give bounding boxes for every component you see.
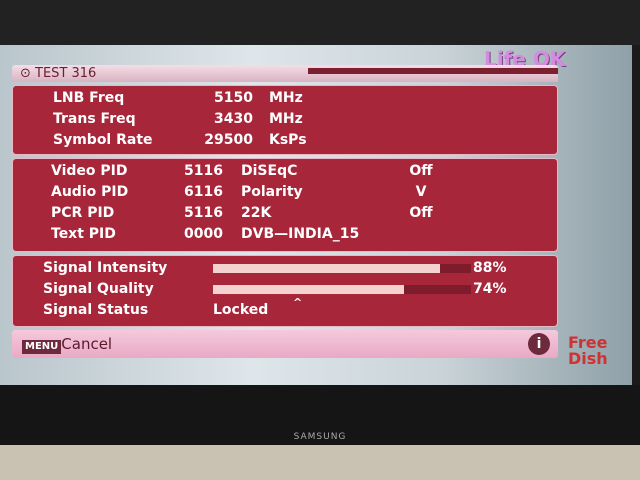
pid-label: Text PID	[51, 226, 116, 242]
footer-bar: MENU Cancel i	[12, 330, 558, 358]
signal-intensity-fill	[213, 264, 441, 273]
tuning-row: Symbol Rate 29500 KsPs	[13, 130, 557, 151]
signal-intensity-value: 88%	[473, 260, 507, 276]
pid-row: Video PID 5116 DiSEqC Off	[13, 161, 557, 182]
tuning-value: 5150	[214, 90, 253, 106]
pid-row: PCR PID 5116 22K Off	[13, 203, 557, 224]
tv-brand: SAMSUNG	[293, 432, 347, 442]
option-value: Off	[409, 163, 433, 179]
signal-quality-value: 74%	[473, 281, 507, 297]
pid-row: Audio PID 6116 Polarity V	[13, 182, 557, 203]
tv-stand	[0, 445, 640, 480]
option-label: Polarity	[241, 184, 303, 200]
pid-row: Text PID 0000 DVB—INDIA_15	[13, 224, 557, 245]
signal-info-panel: ⊙ TEST 316 LNB Freq 5150 MHz Trans Freq 3430…	[12, 65, 558, 358]
signal-section: Signal Intensity 88% Signal Quality 74% …	[12, 255, 558, 327]
channel-title: TEST 316	[35, 66, 97, 81]
pid-label: Audio PID	[51, 184, 129, 200]
tv-bezel-bottom	[0, 385, 640, 445]
tuning-label: Trans Freq	[53, 111, 136, 127]
tv-screen: Life OK ⊙ TEST 316 LNB Freq 5150 MHz Trans …	[0, 45, 632, 385]
signal-quality-fill	[213, 285, 404, 294]
tuning-label: LNB Freq	[53, 90, 125, 106]
tv-bezel	[0, 0, 640, 45]
signal-quality-label: Signal Quality	[43, 281, 154, 297]
tuning-unit: KsPs	[269, 132, 307, 148]
caret-up-icon: ^	[293, 296, 303, 309]
tuning-section: LNB Freq 5150 MHz Trans Freq 3430 MHz Symbol R…	[12, 85, 558, 155]
cancel-button[interactable]: Cancel	[61, 335, 113, 353]
option-value: V	[415, 184, 427, 200]
pid-section: Video PID 5116 DiSEqC Off Audio PID 6116 Polar…	[12, 158, 558, 252]
pid-label: PCR PID	[51, 205, 115, 221]
option-label: 22K	[241, 205, 272, 221]
signal-quality-bar	[213, 285, 471, 294]
info-icon[interactable]: i	[528, 333, 550, 355]
signal-intensity-label: Signal Intensity	[43, 260, 168, 276]
tuning-value: 3430	[214, 111, 253, 127]
circle-arrow-icon: ⊙	[20, 66, 36, 81]
pid-label: Video PID	[51, 163, 128, 179]
option-label: DiSEqC	[241, 163, 298, 179]
pid-value: 5116	[184, 205, 223, 221]
free-dish-watermark: Free Dish	[568, 333, 608, 368]
tuning-row: Trans Freq 3430 MHz	[13, 109, 557, 130]
signal-status-label: Signal Status	[43, 302, 149, 318]
pid-value: 5116	[184, 163, 223, 179]
signal-status-value: Locked	[213, 302, 269, 318]
header-rail	[308, 68, 558, 74]
pid-value: 0000	[184, 226, 223, 242]
tuning-unit: MHz	[269, 90, 303, 106]
tuning-label: Symbol Rate	[53, 132, 153, 148]
pid-value: 6116	[184, 184, 223, 200]
panel-header: ⊙ TEST 316	[12, 65, 558, 82]
tuning-row: LNB Freq 5150 MHz	[13, 88, 557, 109]
tuning-unit: MHz	[269, 111, 303, 127]
option-value: Off	[409, 205, 433, 221]
menu-key[interactable]: MENU	[22, 340, 62, 354]
option-label: DVB—INDIA_15	[241, 226, 360, 242]
signal-intensity-bar	[213, 264, 471, 273]
tuning-value: 29500	[204, 132, 253, 148]
